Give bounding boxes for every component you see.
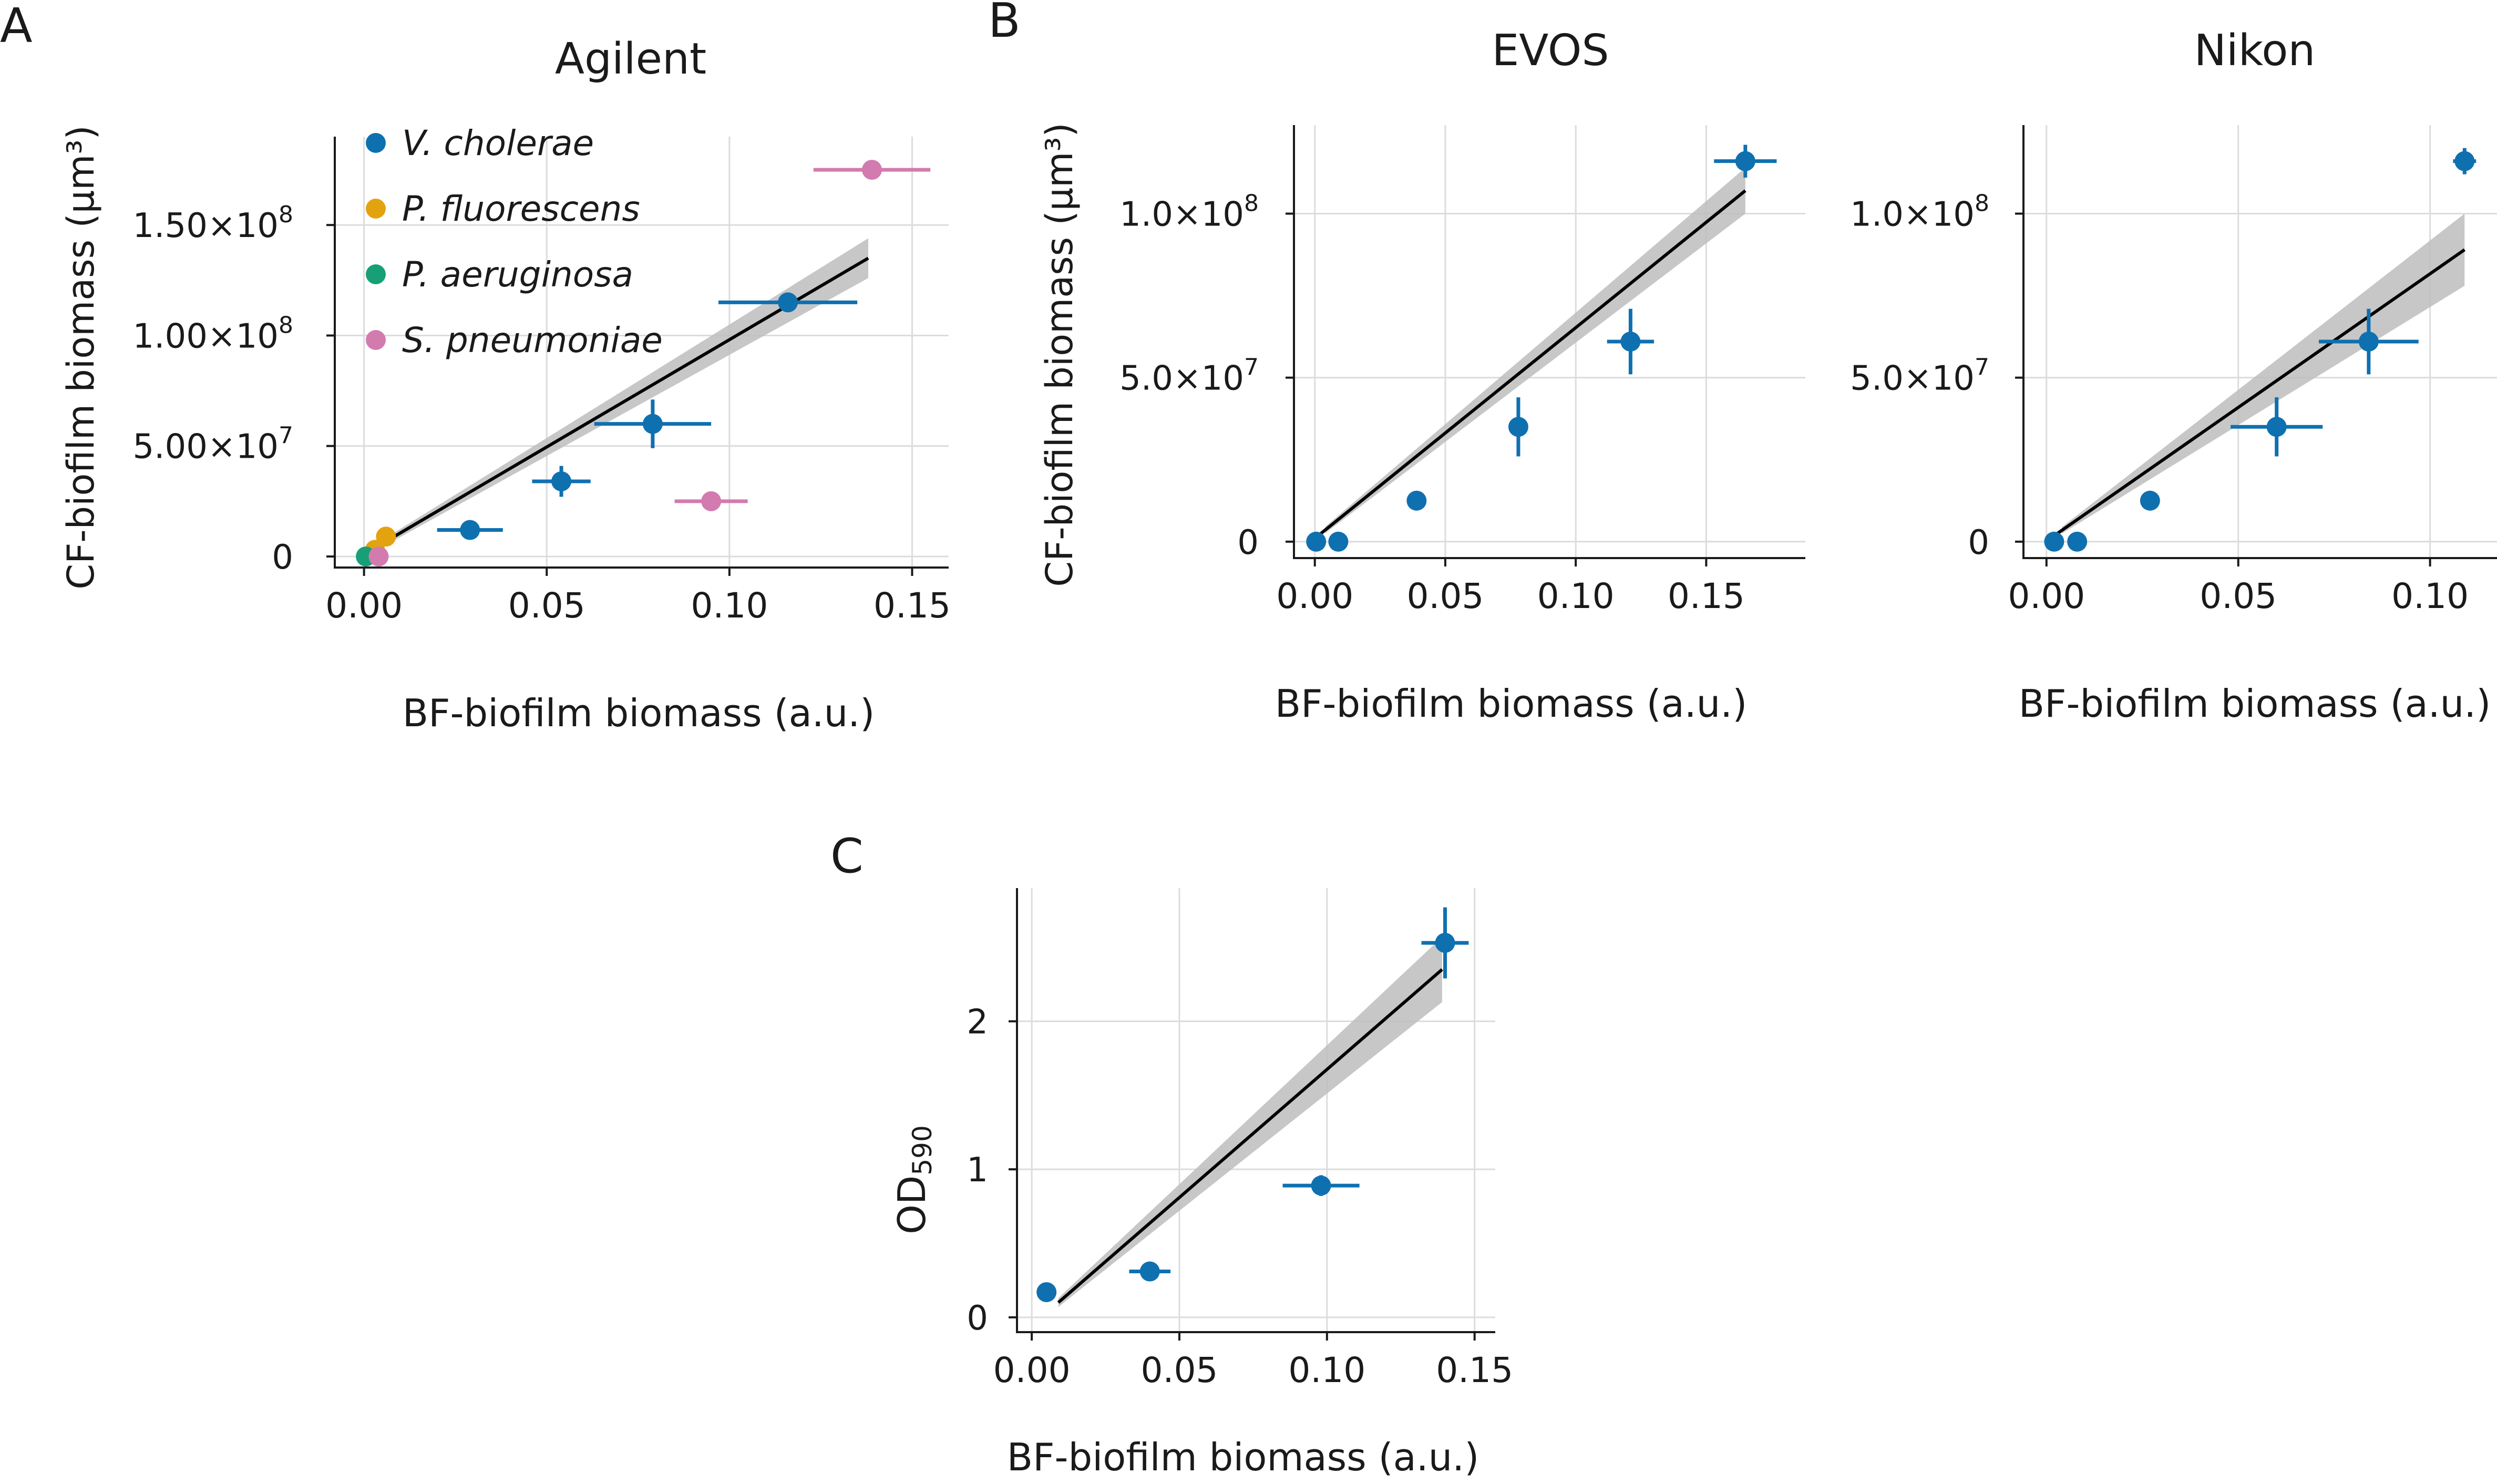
data-point-b1-0-4: [1620, 332, 1641, 352]
y-tick-label-a-0: 0: [272, 538, 293, 577]
data-point-a-0-2: [642, 414, 663, 434]
y-tick-label-a-3: 1.50×108: [132, 201, 293, 245]
x-tick-label-b1-1: 0.05: [1406, 576, 1484, 616]
y-tick-label-c-1: 1: [967, 1151, 988, 1190]
panel-label-a: A: [0, 0, 33, 54]
data-point-a-0-1: [551, 471, 572, 491]
y-tick-label-b1-0: 0: [1237, 523, 1259, 562]
y-tick-label-c-2: 2: [967, 1003, 988, 1042]
data-point-b2-0-4: [2358, 332, 2379, 352]
data-point-c-0-1: [1139, 1261, 1160, 1282]
data-point-b2-0-1: [2067, 531, 2088, 552]
data-point-b1-0-2: [1406, 490, 1427, 511]
data-point-b2-0-0: [2044, 531, 2064, 552]
x-tick-label-b2-0: 0.00: [2008, 576, 2085, 616]
data-point-c-0-2: [1311, 1176, 1331, 1196]
x-tick-label-b2-2: 0.10: [2391, 576, 2469, 616]
panel-label-c: C: [830, 829, 864, 884]
y-axis-label-sub: 590: [907, 1125, 938, 1175]
y-tick-label-a-1: 5.00×107: [132, 422, 293, 467]
chart-title-evos: EVOS: [1492, 26, 1609, 76]
x-tick-label-a-3: 0.15: [874, 585, 951, 626]
y-tick-label-b1-1: 5.0×107: [1119, 354, 1259, 398]
chart-agilent: Agilent 0.00 0.05 0.10 0.15 0 5.00×107 1.00×10…: [59, 34, 951, 735]
data-point-b1-0-0: [1306, 531, 1327, 552]
plot-area-nikon: 0.00 0.05 0.10 0 5.0×107 1.0×108: [1850, 125, 2497, 616]
y-tick-label-b2-0: 0: [1968, 523, 1989, 562]
y-axis-label-agilent: CF-biofilm biomass (µm³): [59, 125, 102, 589]
panel-label-b: B: [988, 0, 1021, 48]
confidence-band-b1: [1325, 168, 1745, 533]
confidence-band-c: [1058, 936, 1442, 1307]
x-tick-label-b2-1: 0.05: [2200, 576, 2277, 616]
legend-label-1: P. fluorescens: [402, 189, 640, 229]
x-tick-label-a-1: 0.05: [508, 585, 585, 626]
data-point-a-1-0: [376, 527, 396, 547]
chart-title-agilent: Agilent: [555, 34, 706, 84]
chart-nikon: Nikon 0.00 0.05 0.10 0 5.0×107 1.0×108 BF-bio…: [1850, 26, 2497, 726]
x-tick-label-a-2: 0.10: [691, 585, 768, 626]
x-tick-label-b1-3: 0.15: [1668, 576, 1745, 616]
legend-label-3: S. pneumoniae: [402, 320, 663, 360]
x-tick-label-c-3: 0.15: [1436, 1350, 1513, 1390]
plot-area-evos: 0.00 0.05 0.10 0.15 0 5.0×107 1.0×108: [1119, 125, 1805, 616]
y-tick-label-c-0: 0: [967, 1299, 988, 1338]
x-axis-label-evos: BF-biofilm biomass (a.u.): [1275, 682, 1748, 726]
data-point-a-0-0: [460, 520, 480, 540]
y-axis-label-od590: OD590: [890, 1125, 938, 1234]
plot-area-od590: 0.00 0.05 0.10 0.15 0 1 2: [967, 888, 1513, 1390]
plot-area-agilent: 0.00 0.05 0.10 0.15 0 5.00×107 1.00×108 1.50×10…: [132, 123, 951, 626]
chart-evos: EVOS 0.00 0.05 0.10 0.15 0 5.0×107 1.0×108 BF-…: [1038, 26, 1805, 726]
data-point-b1-0-5: [1735, 151, 1755, 171]
x-tick-label-c-0: 0.00: [993, 1350, 1071, 1390]
legend-marker-1: [366, 199, 386, 219]
y-axis-label-od: OD: [890, 1176, 934, 1234]
data-point-a-3-0: [368, 546, 389, 566]
chart-title-nikon: Nikon: [2194, 26, 2316, 76]
legend-marker-2: [366, 264, 386, 284]
confidence-band-a: [378, 238, 869, 549]
data-point-a-3-2: [862, 160, 882, 180]
data-point-b2-0-2: [2140, 490, 2160, 511]
data-point-c-0-0: [1036, 1282, 1057, 1302]
legend-marker-0: [366, 133, 386, 153]
x-axis-label-agilent: BF-biofilm biomass (a.u.): [403, 691, 875, 735]
x-tick-label-c-1: 0.05: [1140, 1350, 1218, 1390]
x-axis-label-nikon: BF-biofilm biomass (a.u.): [2019, 682, 2491, 726]
data-point-a-3-1: [701, 491, 722, 511]
data-point-b1-0-1: [1328, 531, 1349, 552]
legend-label-2: P. aeruginosa: [402, 254, 633, 295]
data-point-a-0-3: [778, 292, 798, 313]
y-axis-label-evos: CF-biofilm biomass (µm³): [1038, 122, 1081, 586]
y-tick-label-b2-1: 5.0×107: [1850, 354, 1989, 398]
y-tick-label-b1-2: 1.0×108: [1119, 190, 1259, 234]
y-tick-label-a-2: 1.00×108: [132, 312, 293, 356]
x-tick-label-a-0: 0.00: [325, 585, 403, 626]
confidence-band-b2: [2061, 213, 2465, 534]
data-point-c-0-3: [1435, 933, 1455, 953]
data-point-b1-0-3: [1508, 417, 1528, 437]
fit-line-b2: [2049, 248, 2466, 540]
data-point-b2-0-3: [2266, 417, 2287, 437]
x-axis-label-od590: BF-biofilm biomass (a.u.): [1007, 1435, 1479, 1479]
data-point-b2-0-5: [2454, 151, 2475, 171]
x-tick-label-c-2: 0.10: [1288, 1350, 1365, 1390]
x-tick-label-b1-2: 0.10: [1537, 576, 1615, 616]
chart-od590: 0.00 0.05 0.10 0.15 0 1 2 BF-biofilm biomass (…: [890, 888, 1513, 1479]
y-tick-label-b2-2: 1.0×108: [1850, 190, 1989, 234]
fit-line-c: [1057, 968, 1443, 1304]
x-tick-label-b1-0: 0.00: [1276, 576, 1353, 616]
legend-label-0: V. cholerae: [402, 123, 594, 163]
legend-marker-3: [366, 330, 386, 350]
fit-line-b1: [1313, 189, 1746, 540]
